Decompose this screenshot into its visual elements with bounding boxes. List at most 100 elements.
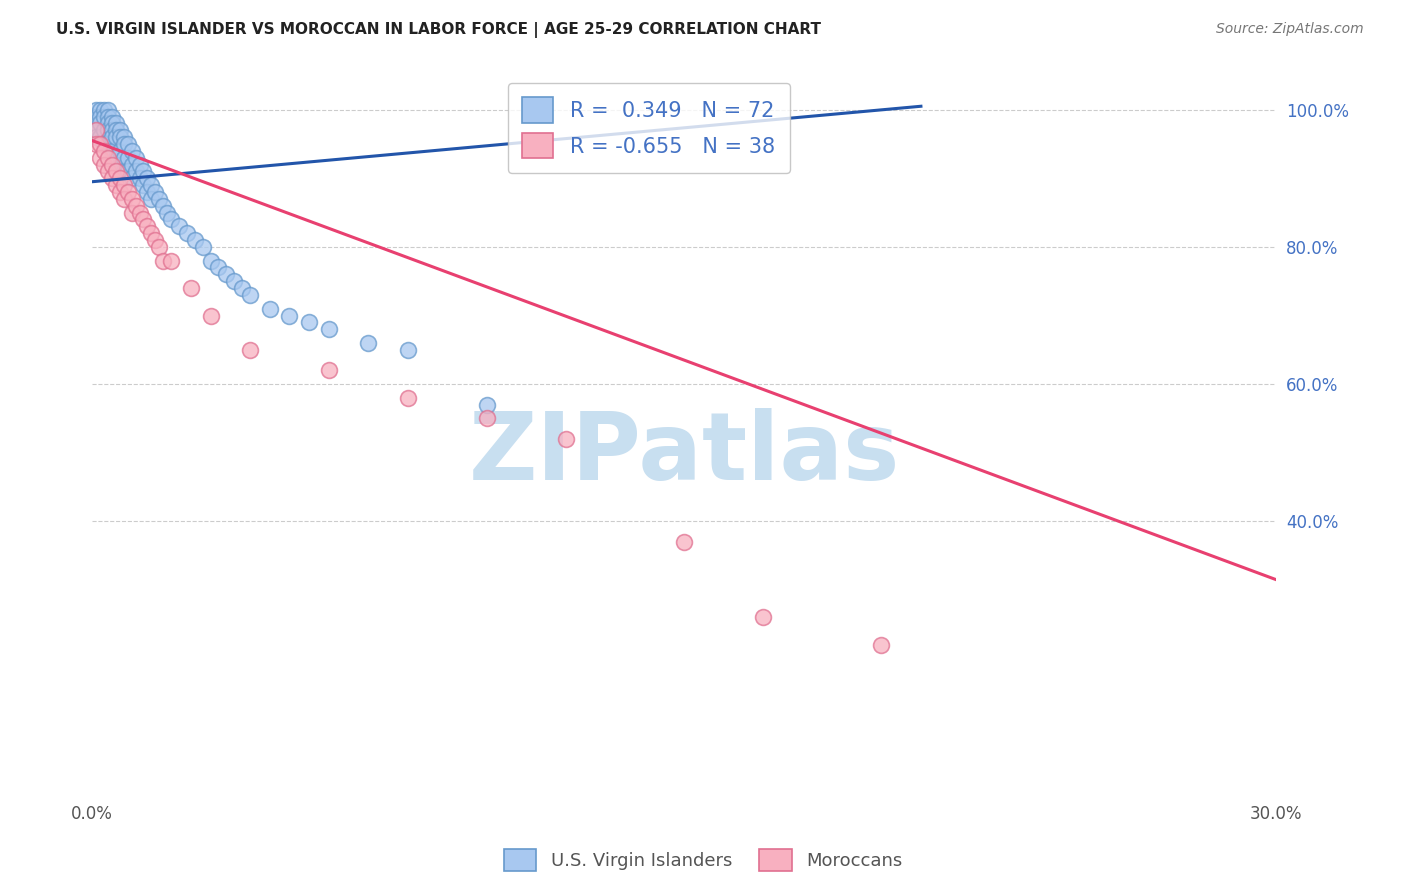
Point: [191, 240, 214, 254]
Point: [396, 391, 419, 405]
Point: [141, 178, 163, 193]
Point: [298, 315, 321, 329]
Point: [121, 144, 143, 158]
Point: [101, 171, 124, 186]
Point: [160, 212, 183, 227]
Point: [136, 219, 159, 234]
Point: [97, 103, 120, 117]
Point: [84, 136, 107, 151]
Point: [117, 185, 139, 199]
Point: [136, 185, 159, 199]
Point: [101, 144, 124, 158]
Point: [97, 110, 120, 124]
Point: [93, 144, 115, 158]
Text: ZIPatlas: ZIPatlas: [468, 408, 900, 500]
Point: [259, 301, 281, 316]
Point: [89, 130, 111, 145]
Point: [132, 178, 155, 193]
Point: [101, 157, 124, 171]
Point: [143, 185, 166, 199]
Point: [108, 123, 131, 137]
Point: [117, 151, 139, 165]
Point: [112, 136, 135, 151]
Point: [121, 192, 143, 206]
Point: [97, 164, 120, 178]
Point: [318, 322, 340, 336]
Point: [121, 205, 143, 219]
Point: [132, 164, 155, 178]
Point: [89, 116, 111, 130]
Point: [124, 199, 146, 213]
Point: [89, 103, 111, 117]
Point: [121, 157, 143, 171]
Point: [239, 343, 262, 357]
Point: [231, 281, 253, 295]
Point: [89, 110, 111, 124]
Point: [89, 151, 111, 165]
Point: [870, 638, 893, 652]
Text: U.S. VIRGIN ISLANDER VS MOROCCAN IN LABOR FORCE | AGE 25-29 CORRELATION CHART: U.S. VIRGIN ISLANDER VS MOROCCAN IN LABO…: [56, 22, 821, 38]
Point: [148, 192, 170, 206]
Point: [112, 192, 135, 206]
Point: [104, 151, 127, 165]
Point: [136, 171, 159, 186]
Point: [93, 136, 115, 151]
Point: [112, 164, 135, 178]
Point: [84, 103, 107, 117]
Point: [207, 260, 229, 275]
Point: [84, 123, 107, 137]
Point: [101, 116, 124, 130]
Point: [84, 123, 107, 137]
Point: [93, 110, 115, 124]
Point: [93, 123, 115, 137]
Point: [152, 199, 174, 213]
Point: [112, 178, 135, 193]
Point: [128, 205, 150, 219]
Point: [554, 432, 576, 446]
Point: [200, 309, 222, 323]
Point: [101, 130, 124, 145]
Point: [97, 136, 120, 151]
Point: [475, 398, 498, 412]
Point: [84, 110, 107, 124]
Point: [121, 171, 143, 186]
Point: [97, 151, 120, 165]
Point: [97, 123, 120, 137]
Point: [101, 110, 124, 124]
Point: [141, 192, 163, 206]
Point: [104, 130, 127, 145]
Point: [215, 268, 238, 282]
Point: [200, 253, 222, 268]
Point: [104, 123, 127, 137]
Point: [108, 157, 131, 171]
Legend: R =  0.349   N = 72, R = -0.655   N = 38: R = 0.349 N = 72, R = -0.655 N = 38: [508, 83, 790, 173]
Point: [97, 116, 120, 130]
Point: [104, 116, 127, 130]
Point: [101, 123, 124, 137]
Point: [318, 363, 340, 377]
Point: [128, 171, 150, 186]
Point: [752, 610, 775, 624]
Point: [475, 411, 498, 425]
Point: [673, 535, 696, 549]
Point: [124, 164, 146, 178]
Point: [89, 136, 111, 151]
Point: [184, 233, 207, 247]
Point: [108, 144, 131, 158]
Point: [224, 274, 246, 288]
Point: [93, 157, 115, 171]
Point: [156, 205, 179, 219]
Point: [167, 219, 190, 234]
Point: [180, 281, 202, 295]
Point: [141, 226, 163, 240]
Point: [132, 212, 155, 227]
Point: [176, 226, 198, 240]
Point: [84, 130, 107, 145]
Point: [112, 130, 135, 145]
Point: [152, 253, 174, 268]
Point: [396, 343, 419, 357]
Point: [357, 335, 380, 350]
Legend: U.S. Virgin Islanders, Moroccans: U.S. Virgin Islanders, Moroccans: [496, 842, 910, 879]
Point: [104, 164, 127, 178]
Point: [112, 151, 135, 165]
